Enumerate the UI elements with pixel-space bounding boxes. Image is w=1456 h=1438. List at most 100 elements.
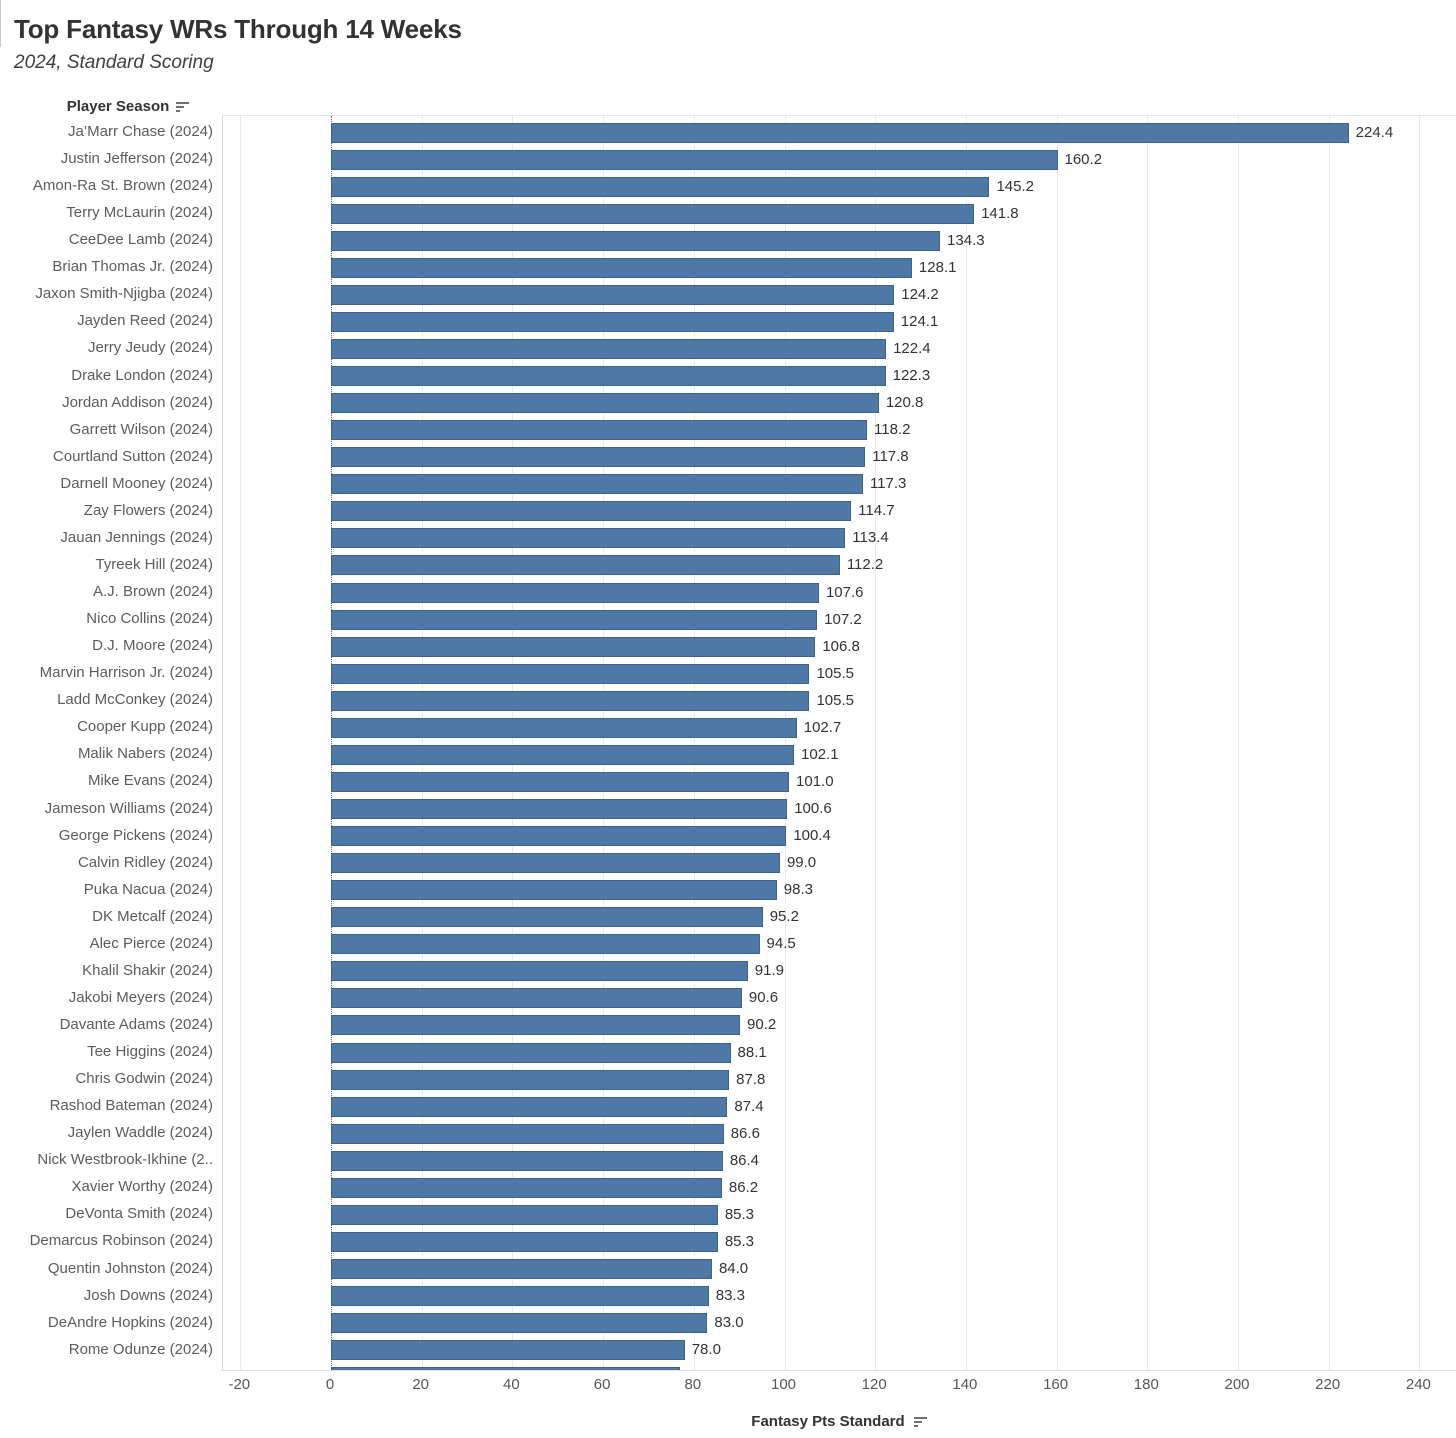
- bar[interactable]: [331, 501, 852, 522]
- row-label[interactable]: Brian Thomas Jr. (2024): [52, 258, 213, 276]
- bar[interactable]: [331, 799, 788, 819]
- bar[interactable]: [331, 393, 879, 414]
- bar[interactable]: [331, 934, 760, 955]
- row-label[interactable]: Zay Flowers (2024): [83, 501, 213, 519]
- row-label[interactable]: Tee Higgins (2024): [87, 1043, 213, 1061]
- row-label[interactable]: Ladd McConkey (2024): [57, 691, 213, 709]
- row-label[interactable]: Drake London (2024): [71, 366, 213, 384]
- row-label[interactable]: Puka Nacua (2024): [83, 880, 213, 898]
- bar[interactable]: [331, 122, 1349, 143]
- gridline: [421, 116, 423, 1370]
- row-label[interactable]: Amon-Ra St. Brown (2024): [32, 177, 213, 195]
- bar[interactable]: [331, 1015, 741, 1036]
- bar[interactable]: [331, 311, 894, 332]
- bar[interactable]: [331, 176, 990, 197]
- row-label[interactable]: Demarcus Robinson (2024): [29, 1232, 213, 1250]
- row-label[interactable]: Malik Nabers (2024): [77, 745, 213, 763]
- bar[interactable]: [331, 988, 742, 1009]
- row-label[interactable]: DK Metcalf (2024): [92, 907, 213, 925]
- row-label[interactable]: A.J. Brown (2024): [92, 583, 213, 601]
- row-label[interactable]: Xavier Worthy (2024): [71, 1178, 213, 1196]
- player-season-header[interactable]: Player Season: [28, 96, 228, 116]
- row-label[interactable]: Rashod Bateman (2024): [49, 1097, 213, 1115]
- row-label[interactable]: Justin Jefferson (2024): [60, 150, 213, 168]
- row-label[interactable]: Josh Downs (2024): [83, 1286, 213, 1304]
- row-label[interactable]: Jakobi Meyers (2024): [68, 988, 213, 1006]
- bar[interactable]: [331, 447, 866, 468]
- bar[interactable]: [331, 338, 887, 359]
- row-label[interactable]: Jauan Jennings (2024): [60, 528, 213, 546]
- bar-value-label: 145.2: [996, 177, 1035, 195]
- sort-descending-icon[interactable]: [176, 101, 190, 112]
- row-label[interactable]: Darnell Mooney (2024): [60, 474, 213, 492]
- bar[interactable]: [331, 744, 795, 765]
- bar[interactable]: [331, 1123, 724, 1144]
- bar[interactable]: [331, 1259, 712, 1280]
- row-label[interactable]: Nick Westbrook-Ikhine (2..: [37, 1151, 213, 1169]
- bar[interactable]: [331, 880, 777, 901]
- bar[interactable]: [331, 771, 790, 792]
- bar[interactable]: [331, 1177, 722, 1198]
- bar[interactable]: [331, 690, 810, 711]
- row-label[interactable]: Jayden Reed (2024): [77, 312, 213, 330]
- row-label[interactable]: Mike Evans (2024): [87, 772, 213, 790]
- bar[interactable]: [331, 582, 819, 603]
- bar[interactable]: [331, 717, 797, 738]
- bar[interactable]: [331, 555, 840, 576]
- bar[interactable]: [331, 203, 975, 224]
- gridline: [1238, 116, 1239, 1370]
- bar[interactable]: [331, 961, 748, 982]
- row-label[interactable]: Quentin Johnston (2024): [47, 1259, 213, 1277]
- bar[interactable]: [331, 609, 818, 630]
- row-label[interactable]: Rome Odunze (2024): [68, 1340, 213, 1358]
- row-label[interactable]: Courtland Sutton (2024): [52, 447, 213, 465]
- bar[interactable]: [331, 149, 1058, 170]
- bar[interactable]: [331, 1096, 728, 1117]
- bar[interactable]: [331, 474, 863, 495]
- bar[interactable]: [331, 1340, 685, 1361]
- bar[interactable]: [331, 636, 816, 657]
- sort-descending-icon[interactable]: [913, 1416, 927, 1427]
- bar[interactable]: [331, 663, 810, 684]
- row-label[interactable]: Marvin Harrison Jr. (2024): [39, 664, 213, 682]
- row-label[interactable]: George Pickens (2024): [58, 826, 213, 844]
- row-label[interactable]: Nico Collins (2024): [86, 610, 213, 628]
- bar[interactable]: [331, 528, 846, 549]
- bar[interactable]: [331, 1204, 718, 1225]
- bar[interactable]: [331, 907, 763, 928]
- bar-partial-clipped[interactable]: [331, 1367, 681, 1370]
- bar[interactable]: [331, 284, 895, 305]
- bar[interactable]: [331, 1069, 730, 1090]
- bar[interactable]: [331, 1042, 731, 1063]
- bar[interactable]: [331, 853, 780, 874]
- row-label[interactable]: Terry McLaurin (2024): [66, 204, 213, 222]
- row-label[interactable]: Alec Pierce (2024): [89, 934, 213, 952]
- row-label[interactable]: Davante Adams (2024): [59, 1015, 213, 1033]
- bar[interactable]: [331, 1150, 723, 1171]
- bar[interactable]: [331, 257, 912, 278]
- row-label[interactable]: Khalil Shakir (2024): [82, 961, 213, 979]
- bar[interactable]: [331, 1313, 708, 1334]
- row-label[interactable]: DeAndre Hopkins (2024): [47, 1313, 213, 1331]
- row-label[interactable]: Jerry Jeudy (2024): [87, 339, 213, 357]
- row-label[interactable]: DeVonta Smith (2024): [65, 1205, 213, 1223]
- row-label[interactable]: Chris Godwin (2024): [75, 1070, 213, 1088]
- bar[interactable]: [331, 230, 941, 251]
- x-axis-title[interactable]: Fantasy Pts Standard: [222, 1410, 1456, 1432]
- row-label[interactable]: Calvin Ridley (2024): [77, 853, 213, 871]
- row-label[interactable]: Ja’Marr Chase (2024): [67, 123, 213, 140]
- row-label[interactable]: D.J. Moore (2024): [92, 637, 213, 655]
- row-label[interactable]: Jaylen Waddle (2024): [67, 1124, 213, 1142]
- bar[interactable]: [331, 826, 787, 847]
- row-label[interactable]: Tyreek Hill (2024): [95, 555, 213, 573]
- row-label[interactable]: CeeDee Lamb (2024): [68, 231, 213, 249]
- bar[interactable]: [331, 366, 886, 387]
- row-label[interactable]: Cooper Kupp (2024): [77, 718, 213, 736]
- row-label[interactable]: Jameson Williams (2024): [44, 799, 213, 817]
- bar[interactable]: [331, 1286, 709, 1307]
- bar[interactable]: [331, 420, 868, 441]
- row-label[interactable]: Garrett Wilson (2024): [69, 420, 213, 438]
- row-label[interactable]: Jaxon Smith-Njigba (2024): [35, 285, 213, 303]
- bar[interactable]: [331, 1231, 718, 1252]
- row-label[interactable]: Jordan Addison (2024): [62, 393, 213, 411]
